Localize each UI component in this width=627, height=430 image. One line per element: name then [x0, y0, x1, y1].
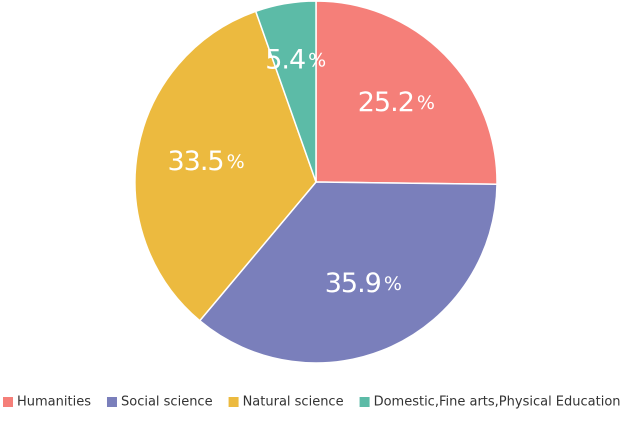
pie-slice-social-science	[198, 181, 498, 364]
legend-swatch-natural-science	[228, 397, 239, 407]
legend-label-humanities: Humanities	[17, 395, 91, 410]
pie-data-labels: 25.2 % 35.9 % 33.5 % 5.4%	[167, 44, 434, 298]
data-label-domestic-fine-arts-physical-education: 5.4%	[265, 44, 325, 75]
legend-label-domestic-fine-arts-physical-education: Domestic,Fine arts,Physical Education	[374, 395, 621, 410]
legend-label-social-science: Social science	[121, 395, 213, 410]
pie-slice-natural-science	[134, 10, 317, 322]
legend-label-natural-science: Natural science	[243, 395, 344, 410]
data-label-natural-science: 33.5%	[167, 146, 243, 177]
legend-item-humanities: Humanities	[3, 395, 91, 410]
legend-swatch-humanities	[3, 397, 13, 407]
pie-slice-humanities	[315, 0, 498, 186]
legend-item-natural-science: Natural science	[228, 395, 344, 410]
legend-swatch-social-science	[106, 397, 117, 407]
pie-slice-domestic-fine-arts-physical-education	[254, 0, 317, 183]
legend-item-social-science: Social science	[106, 395, 213, 410]
data-label-humanities: 25.2%	[358, 87, 434, 118]
data-label-social-science: 35.9%	[325, 267, 401, 298]
pie-slices	[134, 0, 498, 364]
legend: Humanities Social science Natural science D…	[3, 395, 621, 410]
legend-swatch-domestic-fine-arts-physical-education	[359, 397, 370, 407]
legend-item-domestic-fine-arts-physical-education: Domestic,Fine arts,Physical Education	[359, 395, 621, 410]
